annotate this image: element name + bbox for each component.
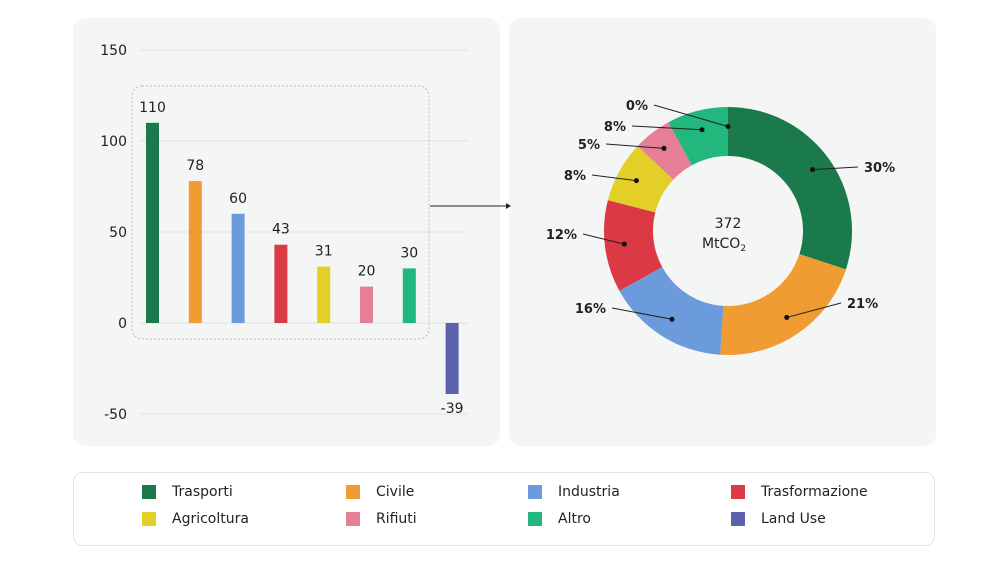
bar-value-label: 60	[229, 191, 247, 207]
legend: Trasporti Civile Industria Trasformazione Ag…	[73, 472, 935, 546]
highlight-box	[131, 85, 430, 340]
legend-swatch	[142, 485, 156, 499]
legend-item-trasformazione: Trasformazione	[731, 484, 868, 500]
legend-swatch	[346, 485, 360, 499]
legend-swatch	[731, 485, 745, 499]
legend-label: Civile	[376, 484, 415, 500]
legend-swatch	[528, 485, 542, 499]
y-tick-label: 100	[100, 134, 127, 150]
slice-leader-dot	[699, 127, 705, 133]
slice-leader-line	[611, 307, 673, 320]
slice-percent-label: 5%	[578, 138, 600, 153]
slice-leader-line	[605, 143, 664, 149]
donut-slice-civile	[720, 254, 846, 355]
legend-item-industria: Industria	[528, 484, 620, 500]
y-tick-label: 50	[109, 225, 127, 241]
slice-leader-dot	[661, 145, 667, 151]
legend-item-agricoltura: Agricoltura	[142, 511, 249, 527]
legend-label: Industria	[558, 484, 620, 500]
bar-trasformazione	[274, 244, 288, 323]
slice-percent-label: 16%	[575, 302, 606, 317]
slice-leader-dot	[810, 167, 816, 173]
y-tick-label: -50	[104, 407, 127, 423]
legend-label: Rifiuti	[376, 511, 417, 527]
legend-label: Agricoltura	[172, 511, 249, 527]
legend-item-rifiuti: Rifiuti	[346, 511, 417, 527]
slice-leader-dot	[621, 241, 627, 247]
donut-slice-industria	[619, 267, 724, 355]
bar-civile	[188, 181, 202, 323]
slice-leader-dot	[669, 316, 675, 322]
donut-slice-trasporti	[728, 107, 853, 270]
bar-chart: 150 100 50 0 -50 110 78 60 43 31 20 30 -39	[100, 43, 468, 423]
slice-leader-dot	[725, 124, 731, 129]
slice-percent-label: 21%	[847, 297, 878, 312]
slice-percent-label: 8%	[604, 120, 626, 135]
bar-value-label: 31	[315, 244, 333, 260]
donut-slice-agricoltura	[607, 146, 674, 213]
bar-value-label: 78	[186, 158, 204, 174]
bar-trasporti	[146, 122, 159, 323]
bar-value-label: -39	[441, 401, 464, 417]
bar-value-label: 43	[272, 222, 290, 238]
bar-agricoltura	[317, 266, 331, 323]
bar-altro	[402, 268, 416, 323]
slice-percent-label: 8%	[564, 169, 586, 184]
donut-slice-trasformazione	[603, 200, 663, 291]
y-tick-label: 0	[118, 316, 127, 332]
donut-chart-panel	[509, 18, 936, 446]
slice-leader-dot	[633, 178, 639, 184]
slice-leader-line	[631, 125, 703, 131]
legend-label: Trasporti	[172, 484, 233, 500]
connector-arrow-head	[506, 203, 511, 209]
y-tick-label: 150	[100, 43, 127, 59]
slice-percent-label: 0%	[626, 99, 648, 114]
legend-item-altro: Altro	[528, 511, 591, 527]
slice-leader-line	[653, 104, 729, 127]
legend-swatch	[346, 512, 360, 526]
donut-center-unit: MtCO2	[702, 236, 746, 254]
legend-swatch	[142, 512, 156, 526]
bar-value-label: 110	[139, 100, 166, 116]
bar-industria	[231, 213, 245, 323]
bar-land-use	[445, 323, 459, 394]
legend-label: Land Use	[761, 511, 826, 527]
slice-leader-line	[786, 302, 842, 318]
slice-leader-line	[812, 166, 859, 171]
legend-item-land-use: Land Use	[731, 511, 826, 527]
slice-leader-line	[591, 174, 637, 182]
slice-leader-line	[582, 233, 625, 245]
legend-swatch	[731, 512, 745, 526]
bar-value-label: 20	[358, 264, 376, 280]
bar-value-label: 30	[400, 245, 418, 261]
legend-item-civile: Civile	[346, 484, 414, 500]
legend-label: Altro	[558, 511, 591, 527]
donut-center-value: 372	[715, 216, 742, 232]
legend-swatch	[528, 512, 542, 526]
slice-percent-label: 30%	[864, 161, 895, 176]
legend-item-trasporti: Trasporti	[142, 484, 233, 500]
slice-percent-label: 12%	[546, 228, 577, 243]
donut-slice-rifiuti	[637, 122, 692, 180]
bar-rifiuti	[360, 286, 373, 323]
slice-leader-dot	[784, 314, 790, 320]
donut-slice-altro	[668, 107, 728, 166]
legend-label: Trasformazione	[761, 484, 868, 500]
